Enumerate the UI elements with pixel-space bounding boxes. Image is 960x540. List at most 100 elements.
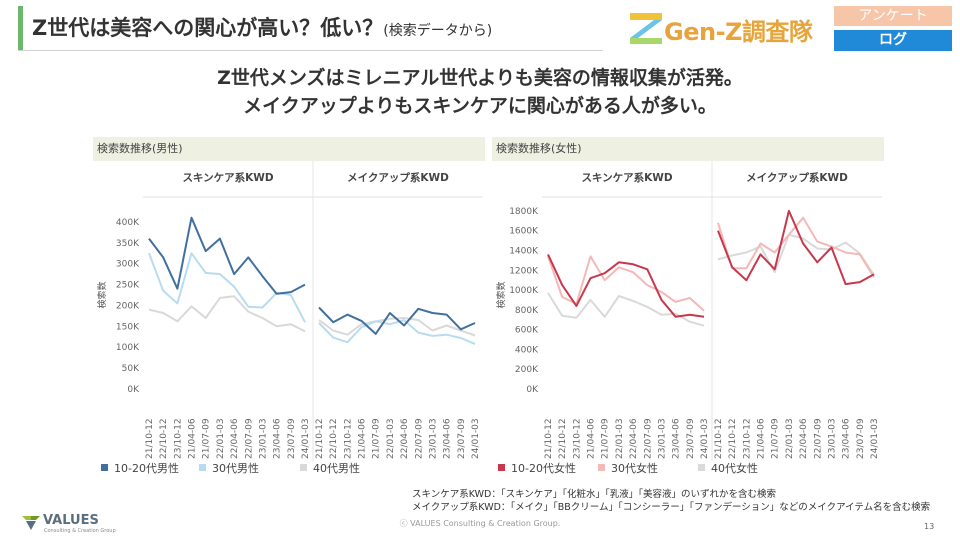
chart-panel-male: 検索数推移(男性) 検索数 0K 50K 100K 150K 200K 250K 300K 35… xyxy=(93,137,485,482)
series-line xyxy=(547,253,705,318)
y-axis-label: 検索数 xyxy=(96,281,108,308)
y-tick-label: 250K xyxy=(116,281,140,291)
copyright: ⓒ VALUES Consulting & Creation Group. xyxy=(399,519,561,528)
values-logo-sub: Consulting & Creation Group xyxy=(44,528,116,534)
headline: Z世代メンズはミレニアル世代よりも美容の情報収集が活発。 メイクアップよりもスキ… xyxy=(0,64,960,120)
series-line xyxy=(148,295,306,333)
x-tick-label: 23/04-06 xyxy=(672,418,682,459)
x-tick-label: 24/01-03 xyxy=(301,418,311,459)
y-tick-label: 1000K xyxy=(509,286,539,296)
y-tick-label: 400K xyxy=(515,345,539,355)
y-tick-label: 350K xyxy=(116,239,140,249)
chart-panel-female: 検索数推移(女性) 検索数 0K 200K 400K 600K 800K 1000K 1200… xyxy=(492,137,884,482)
x-tick-label: 21/04-06 xyxy=(757,418,767,459)
x-tick-label: 22/10-12 xyxy=(159,418,169,459)
legend-swatch xyxy=(300,464,307,471)
x-tick-label: 23/10-12 xyxy=(173,418,183,459)
note-skincare: スキンケア系KWD：「スキンケア」「化粧水」「乳液」「美容液」のいずれかを含む検… xyxy=(412,489,777,500)
x-tick-label: 21/04-06 xyxy=(587,418,597,459)
series-line xyxy=(318,319,476,345)
legend-item: 10-20代男性 xyxy=(101,460,179,476)
headline-line-1: Z世代メンズはミレニアル世代よりも美容の情報収集が活発。 xyxy=(217,67,743,89)
x-tick-label: 22/01-03 xyxy=(386,418,396,459)
x-tick-label: 23/04-06 xyxy=(842,418,852,459)
x-tick-label: 22/04-06 xyxy=(400,418,410,459)
x-tick-label: 23/10-12 xyxy=(572,418,582,459)
x-tick-label: 21/10-12 xyxy=(315,418,325,459)
x-tick-label: 22/07-09 xyxy=(414,418,424,459)
y-tick-label: 150K xyxy=(116,322,140,332)
values-logo-name: VALUES xyxy=(43,513,99,528)
y-tick-label: 200K xyxy=(515,365,539,375)
values-logo: VALUES Consulting & Creation Group xyxy=(22,512,132,536)
series-line xyxy=(318,306,476,335)
x-tick-label: 21/07-09 xyxy=(372,418,382,459)
y-tick-label: 1800K xyxy=(509,207,539,217)
page-title-main: Z世代は美容への関心が高い？低い？ xyxy=(32,16,384,40)
x-tick-label: 22/07-09 xyxy=(813,418,823,459)
x-tick-label: 23/07-09 xyxy=(457,418,467,459)
badge-log: ログ xyxy=(834,30,952,51)
legend-swatch xyxy=(199,464,206,471)
chart-male: 検索数 0K 50K 100K 150K 200K 250K 300K 350K 400K スキンケ… xyxy=(96,161,483,461)
x-tick-label: 21/04-06 xyxy=(358,418,368,459)
x-tick-label: 21/04-06 xyxy=(188,418,198,459)
legend-label: 40代男性 xyxy=(313,462,360,475)
x-tick-label: 24/01-03 xyxy=(870,418,880,459)
keyword-definitions: スキンケア系KWD：「スキンケア」「化粧水」「乳液」「美容液」のいずれかを含む検… xyxy=(412,488,930,514)
legend-male: 10-20代男性 30代男性 40代男性 xyxy=(93,460,485,476)
series-line xyxy=(717,233,875,276)
y-tick-label: 1200K xyxy=(509,266,539,276)
legend-swatch xyxy=(101,464,108,471)
x-tick-label: 21/07-09 xyxy=(771,418,781,459)
page-number: 13 xyxy=(924,522,935,531)
y-tick-label: 300K xyxy=(116,260,140,270)
y-tick-label: 0K xyxy=(526,385,539,395)
series-line xyxy=(547,292,705,327)
x-tick-label: 23/04-06 xyxy=(443,418,453,459)
x-tick-label: 21/07-09 xyxy=(202,418,212,459)
facet-label: スキンケア系KWD xyxy=(581,171,672,184)
facet-label: スキンケア系KWD xyxy=(182,171,273,184)
chart-title-male: 検索数推移(男性) xyxy=(93,137,485,161)
chart-female: 検索数 0K 200K 400K 600K 800K 1000K 1200K 1400K 1600… xyxy=(495,161,882,461)
facet-label: メイクアップ系KWD xyxy=(746,171,848,184)
gen-z-logo: Gen-Z調査隊 xyxy=(628,10,823,46)
chart-title-female: 検索数推移(女性) xyxy=(492,137,884,161)
x-tick-label: 22/04-06 xyxy=(629,418,639,459)
y-axis-label: 検索数 xyxy=(495,281,507,308)
legend-label: 30代女性 xyxy=(611,462,658,475)
y-tick-label: 50K xyxy=(122,364,140,374)
legend-label: 10-20代男性 xyxy=(114,462,179,475)
x-tick-label: 23/01-03 xyxy=(827,418,837,459)
x-tick-label: 22/07-09 xyxy=(244,418,254,459)
facet-label: メイクアップ系KWD xyxy=(347,171,449,184)
y-tick-label: 1400K xyxy=(509,246,539,256)
legend-item: 40代男性 xyxy=(300,460,360,476)
x-tick-label: 21/10-12 xyxy=(544,418,554,459)
x-tick-label: 21/10-12 xyxy=(714,418,724,459)
x-tick-label: 24/01-03 xyxy=(471,418,481,459)
x-tick-label: 22/01-03 xyxy=(785,418,795,459)
x-tick-label: 23/10-12 xyxy=(742,418,752,459)
legend-label: 10-20代女性 xyxy=(511,462,576,475)
x-tick-label: 21/10-12 xyxy=(145,418,155,459)
x-tick-label: 22/10-12 xyxy=(329,418,339,459)
x-tick-label: 23/01-03 xyxy=(258,418,268,459)
y-tick-label: 200K xyxy=(116,301,140,311)
x-tick-label: 22/01-03 xyxy=(615,418,625,459)
legend-label: 30代男性 xyxy=(212,462,259,475)
y-tick-label: 600K xyxy=(515,326,539,336)
badge-survey: アンケート xyxy=(834,6,952,26)
values-logo-icon xyxy=(22,516,40,530)
x-tick-label: 22/10-12 xyxy=(558,418,568,459)
y-tick-label: 800K xyxy=(515,306,539,316)
legend-swatch xyxy=(498,464,505,471)
legend-item: 30代男性 xyxy=(199,460,259,476)
x-tick-label: 24/01-03 xyxy=(700,418,710,459)
legend-label: 40代女性 xyxy=(711,462,758,475)
series-line xyxy=(148,252,306,323)
gen-z-logo-mark xyxy=(630,13,662,44)
series-line xyxy=(717,209,875,286)
x-tick-label: 23/10-12 xyxy=(343,418,353,459)
